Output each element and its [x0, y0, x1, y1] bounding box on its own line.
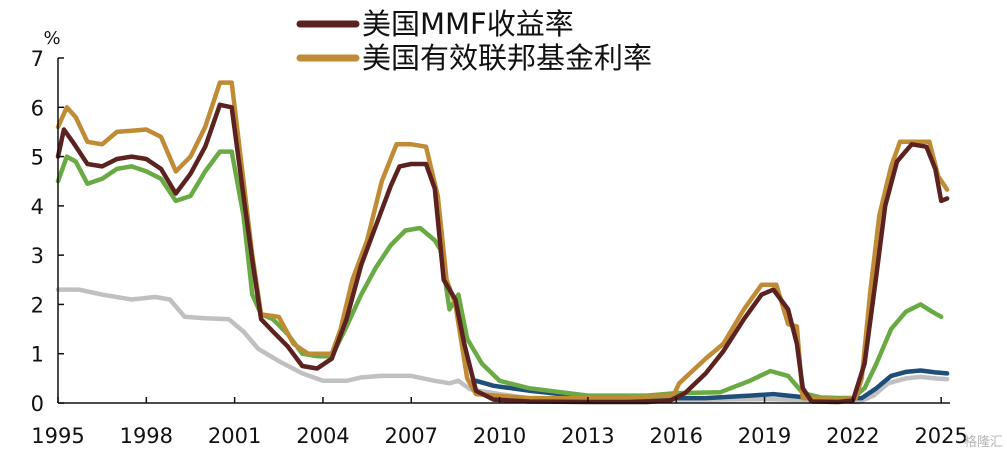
x-tick-label: 2010	[473, 424, 526, 448]
series-line-4	[55, 287, 950, 405]
y-axis-ticks: 0 1 2 3 4 5 6 7	[31, 47, 64, 416]
y-tick-label: 6	[31, 96, 44, 120]
x-tick-label: 2004	[296, 424, 349, 448]
x-tick-label: 2007	[385, 424, 438, 448]
y-tick-label: 5	[31, 146, 44, 170]
x-tick-label: 2025	[914, 424, 967, 448]
y-tick-label: 0	[31, 392, 44, 416]
y-tick-label: 7	[31, 47, 44, 71]
series-line-0	[55, 102, 950, 405]
axes	[57, 58, 950, 404]
x-tick-label: 2001	[208, 424, 261, 448]
y-tick-label: 2	[31, 293, 44, 317]
y-axis-unit-label: %	[43, 28, 60, 49]
x-tick-label: 2022	[826, 424, 879, 448]
watermark: 格隆汇	[964, 434, 1003, 450]
legend-label-0: 美国MMF收益率	[362, 7, 574, 41]
x-tick-label: 2016	[649, 424, 702, 448]
series-line-2	[55, 149, 944, 401]
x-tick-label: 1998	[120, 424, 173, 448]
y-tick-label: 4	[31, 195, 44, 219]
x-tick-label: 2019	[738, 424, 791, 448]
x-tick-label: 2013	[561, 424, 614, 448]
x-tick-label: 1995	[31, 424, 84, 448]
y-tick-label: 1	[31, 343, 44, 367]
series-line-1	[55, 80, 950, 402]
x-axis-ticks: 1995 1998 2001 2004 2007 2010 2013 2016 2019 2022…	[31, 397, 968, 448]
y-tick-label: 3	[31, 244, 44, 268]
series-lines	[55, 80, 950, 405]
legend-label-1: 美国有效联邦基金利率	[362, 41, 652, 75]
